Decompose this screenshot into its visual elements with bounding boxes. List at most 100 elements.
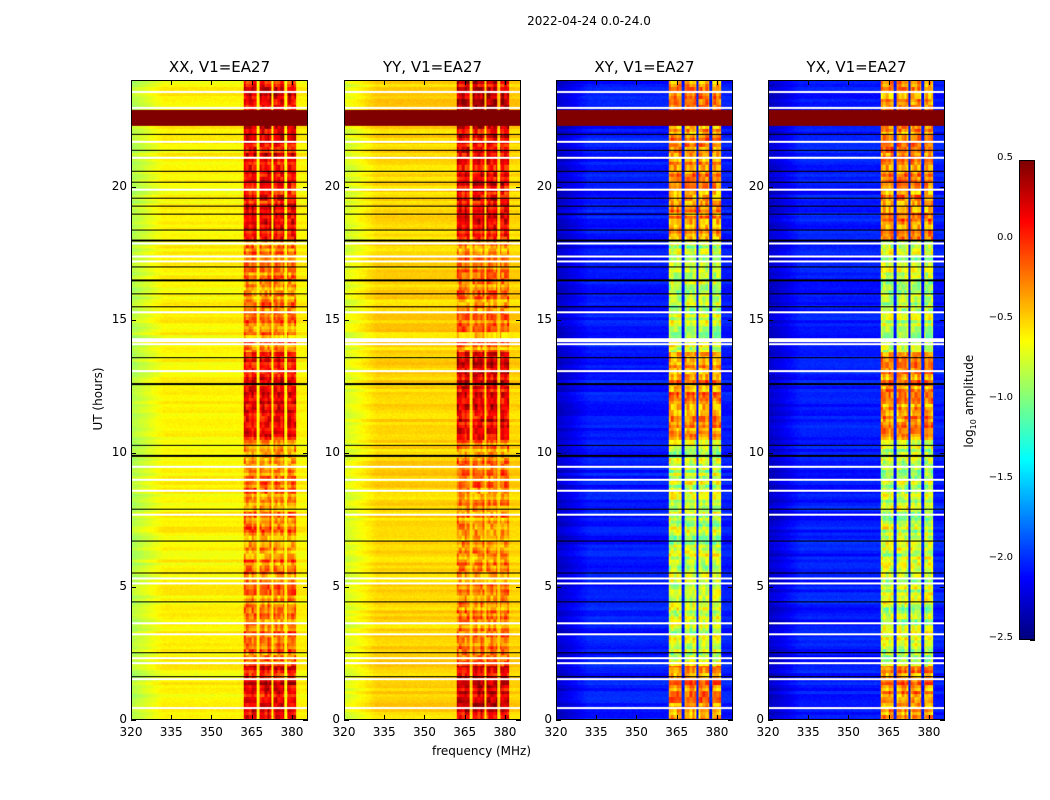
x-tick-mark: [596, 715, 598, 720]
y-tick-mark: [940, 186, 945, 188]
y-tick-label: 0: [544, 712, 552, 726]
y-tick-label: 15: [111, 312, 127, 326]
y-tick-label: 5: [756, 578, 764, 593]
y-tick-mark: [516, 586, 521, 588]
x-tick-label: 380: [280, 725, 304, 739]
heatmap-panel: [768, 80, 945, 720]
y-axis-label: UT (hours): [91, 367, 105, 431]
x-tick-label: 380: [493, 725, 517, 739]
y-tick-mark: [344, 320, 349, 321]
y-tick-mark: [303, 320, 308, 321]
y-tick-mark: [303, 186, 308, 188]
y-tick-label: 10: [324, 445, 340, 460]
y-tick-mark: [768, 186, 773, 188]
x-tick-label: 365: [665, 725, 689, 739]
y-tick-label: 20: [324, 178, 340, 193]
x-tick-mark: [504, 80, 506, 85]
x-tick-mark: [211, 80, 213, 85]
colorbar-tick-label: 0.5: [997, 152, 1013, 163]
x-tick-mark: [848, 80, 850, 85]
x-tick-mark: [171, 80, 173, 85]
x-tick-label: 335: [159, 725, 183, 739]
y-tick-mark: [131, 186, 136, 188]
colorbar-tick-label: −2.0: [988, 552, 1013, 563]
x-tick-mark: [928, 715, 930, 720]
y-tick-label: 0: [332, 712, 340, 726]
y-tick-mark: [728, 320, 733, 321]
x-tick-mark: [291, 715, 293, 720]
y-tick-mark: [556, 320, 561, 321]
y-tick-mark: [131, 586, 136, 588]
y-tick-mark: [516, 186, 521, 188]
x-tick-mark: [596, 80, 598, 85]
x-tick-mark: [131, 715, 132, 720]
y-tick-mark: [556, 586, 561, 588]
panel-title: YY, V1=EA27: [382, 58, 483, 76]
y-tick-label: 5: [332, 578, 340, 593]
x-tick-label: 365: [453, 725, 477, 739]
y-tick-mark: [768, 320, 773, 321]
heatmap-image: [769, 81, 944, 719]
y-tick-mark: [303, 720, 308, 721]
y-tick-label: 15: [324, 312, 340, 326]
y-tick-mark: [516, 720, 521, 721]
x-tick-mark: [344, 715, 345, 720]
y-tick-mark: [728, 720, 733, 721]
x-tick-mark: [676, 80, 678, 85]
x-tick-mark: [251, 715, 253, 720]
y-tick-label: 10: [536, 445, 552, 460]
x-tick-mark: [131, 80, 132, 85]
y-tick-mark: [131, 720, 136, 721]
y-tick-label: 15: [748, 312, 764, 326]
heatmap-panel: [344, 80, 521, 720]
y-tick-mark: [344, 586, 349, 588]
colorbar-tick-label: −1.5: [988, 472, 1013, 483]
y-tick-mark: [768, 586, 773, 588]
panel-title: XY, V1=EA27: [594, 58, 695, 76]
x-tick-label: 335: [796, 725, 820, 739]
x-tick-mark: [384, 80, 386, 85]
y-tick-mark: [344, 453, 349, 455]
x-tick-mark: [928, 80, 930, 85]
y-tick-label: 20: [748, 178, 764, 193]
y-tick-label: 0: [756, 712, 764, 726]
y-tick-mark: [940, 586, 945, 588]
x-tick-label: 320: [544, 725, 568, 739]
colorbar-tick-label: 0.0: [997, 232, 1013, 243]
x-tick-label: 380: [917, 725, 941, 739]
x-tick-label: 320: [119, 725, 143, 739]
x-tick-label: 335: [372, 725, 396, 739]
x-tick-mark: [768, 715, 769, 720]
y-tick-label: 20: [111, 178, 127, 193]
y-tick-mark: [940, 453, 945, 455]
x-tick-mark: [556, 80, 557, 85]
x-tick-mark: [344, 80, 345, 85]
x-tick-mark: [464, 80, 466, 85]
colorbar-tick-label: −0.5: [988, 312, 1013, 323]
heatmap-image: [557, 81, 732, 719]
y-tick-label: 5: [119, 578, 127, 593]
x-tick-mark: [211, 715, 213, 720]
y-tick-label: 0: [119, 712, 127, 726]
x-tick-label: 365: [877, 725, 901, 739]
y-tick-label: 5: [544, 578, 552, 593]
y-tick-mark: [728, 453, 733, 455]
y-tick-mark: [516, 453, 521, 455]
x-tick-mark: [888, 80, 890, 85]
x-tick-label: 365: [240, 725, 264, 739]
heatmap-image: [345, 81, 520, 719]
x-tick-mark: [636, 80, 638, 85]
x-tick-mark: [716, 80, 718, 85]
figure-title: 2022-04-24 0.0-24.0: [527, 14, 651, 28]
heatmap-image: [132, 81, 307, 719]
y-tick-mark: [303, 453, 308, 455]
x-tick-mark: [556, 715, 557, 720]
y-tick-mark: [344, 720, 349, 721]
x-tick-mark: [504, 715, 506, 720]
x-tick-mark: [676, 715, 678, 720]
heatmap-panel: [131, 80, 308, 720]
x-tick-label: 380: [705, 725, 729, 739]
x-tick-mark: [424, 80, 426, 85]
panel-title: YX, V1=EA27: [806, 58, 907, 76]
y-tick-label: 10: [748, 445, 764, 460]
